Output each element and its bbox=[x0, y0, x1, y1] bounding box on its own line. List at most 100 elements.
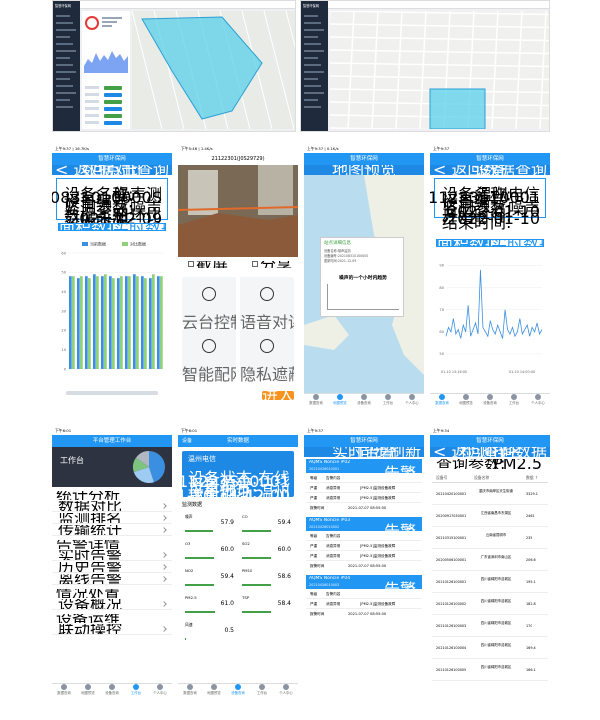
tab-label[interactable]: 个人中心 bbox=[279, 691, 293, 695]
tab-icon bbox=[337, 394, 343, 400]
tab-label[interactable]: 地图预览 bbox=[333, 401, 347, 405]
field-label: 设备编号: bbox=[188, 476, 258, 495]
menu-item[interactable]: 离线告警 bbox=[52, 574, 172, 585]
action-link[interactable]: 点击查询 bbox=[104, 165, 169, 175]
field-value: 2022-01-10 14:42:00 bbox=[178, 486, 290, 505]
action-link[interactable]: 同步刷新 bbox=[356, 447, 421, 457]
back-button[interactable]: < 返回 bbox=[433, 447, 484, 457]
header: 智慧环保网 bbox=[430, 435, 550, 447]
bar bbox=[149, 278, 152, 369]
bar bbox=[157, 276, 160, 369]
tab-label[interactable]: 数据查询 bbox=[435, 401, 449, 405]
gauge bbox=[85, 16, 99, 30]
chart bbox=[178, 165, 298, 257]
alarm-name: AQMS Noncie #02 bbox=[309, 460, 351, 465]
chart bbox=[330, 11, 549, 129]
tab-label[interactable]: 工作台 bbox=[508, 401, 520, 405]
y-tick-label: 50 bbox=[439, 352, 444, 356]
table-row bbox=[432, 594, 548, 615]
menu-item[interactable]: 历史告警 bbox=[52, 562, 172, 573]
tab-label[interactable]: 设备查询 bbox=[357, 401, 371, 405]
control-tile[interactable] bbox=[240, 329, 294, 377]
menu-item[interactable]: 联动操控 bbox=[52, 624, 172, 635]
toggle-button[interactable]: 实时数据 bbox=[112, 223, 166, 231]
tab-label[interactable]: 设备查询 bbox=[231, 691, 245, 695]
tab-label[interactable]: 设备查询 bbox=[483, 401, 497, 405]
table-cell: 20200917030001 bbox=[436, 514, 467, 518]
section-title: 告警详情 bbox=[56, 540, 172, 549]
tab-label[interactable]: 地图预览 bbox=[207, 691, 221, 695]
tab-icon bbox=[535, 394, 541, 400]
action-link[interactable]: 查询数据 bbox=[482, 447, 547, 457]
menu-item bbox=[304, 22, 321, 24]
road bbox=[347, 11, 355, 129]
alarm-cell: 报警时间 bbox=[310, 612, 325, 616]
road bbox=[330, 75, 549, 81]
control-icon bbox=[260, 339, 274, 353]
status-row bbox=[85, 107, 99, 110]
tab-label[interactable]: 个人中心 bbox=[153, 691, 167, 695]
tab-label[interactable]: 个人中心 bbox=[405, 401, 419, 405]
tab-label[interactable]: 数据查询 bbox=[57, 691, 71, 695]
tab-label[interactable]: 地图预览 bbox=[81, 691, 95, 695]
excavation bbox=[178, 213, 298, 257]
legend-swatch bbox=[122, 242, 128, 246]
y-tick-label: 0 bbox=[64, 367, 67, 371]
toggle-button[interactable]: 实时数据 bbox=[490, 239, 544, 247]
back-button[interactable]: < 返回 bbox=[433, 165, 484, 175]
action-icon bbox=[188, 261, 194, 267]
stats-panel bbox=[82, 11, 130, 129]
tab-label[interactable]: 数据查询 bbox=[183, 691, 197, 695]
tab-label[interactable]: 地图预览 bbox=[459, 401, 473, 405]
action-link[interactable]: 数据查询 bbox=[482, 165, 547, 175]
status-row bbox=[85, 114, 99, 117]
road bbox=[132, 11, 163, 129]
status-row bbox=[85, 93, 99, 96]
query-label: 查询参数: bbox=[436, 459, 506, 469]
menu-item[interactable]: 实时告警 bbox=[52, 550, 172, 561]
menu-item[interactable]: 监测排名 bbox=[52, 513, 172, 524]
menu-item[interactable]: 传输统计 bbox=[52, 525, 172, 536]
tab-label[interactable]: 工作台 bbox=[382, 401, 394, 405]
pie-slice bbox=[133, 467, 154, 483]
control-tile[interactable] bbox=[182, 329, 236, 377]
control-tile[interactable] bbox=[182, 277, 236, 325]
tab-label[interactable]: 数据查询 bbox=[309, 401, 323, 405]
popup-line: 更新时间:2021-12-09 bbox=[324, 259, 357, 263]
action-label[interactable]: 分享 bbox=[260, 261, 292, 268]
tab-label[interactable]: 工作台 bbox=[256, 691, 268, 695]
metric-label: CO bbox=[242, 514, 248, 519]
tab-icon bbox=[133, 684, 139, 690]
metric-label: SO2 bbox=[242, 541, 250, 546]
tab-icon bbox=[463, 394, 469, 400]
bar bbox=[120, 276, 123, 369]
toggle-button[interactable]: 面积数据 bbox=[58, 223, 112, 231]
legend-label: 对比数据 bbox=[130, 241, 146, 247]
field-label: 更新时间: bbox=[188, 490, 258, 509]
control-tile[interactable] bbox=[240, 277, 294, 325]
toggle-button[interactable]: 面积数据 bbox=[436, 239, 490, 247]
alarm-cell: 等级 bbox=[310, 476, 318, 480]
alarm-row bbox=[306, 474, 422, 483]
land bbox=[304, 315, 349, 350]
menu-item bbox=[56, 29, 76, 31]
alarm-cell: 等级 bbox=[310, 534, 318, 538]
tab-label[interactable]: 个人中心 bbox=[531, 401, 545, 405]
menu-item[interactable]: 设备概况 bbox=[52, 599, 172, 610]
alarm-cell: [PM2.5]监测设备故障 bbox=[360, 496, 396, 500]
back-button[interactable]: < 返回 bbox=[55, 165, 106, 175]
playback-button[interactable]: 进入回放 bbox=[262, 391, 294, 400]
action-label[interactable]: 截屏 bbox=[196, 261, 228, 268]
tab-label[interactable]: 工作台 bbox=[130, 691, 142, 695]
tab-label[interactable]: 设备查询 bbox=[105, 691, 119, 695]
table-cell: 广东省深圳市南山区 bbox=[480, 555, 512, 559]
query-value: PM2.5 bbox=[493, 459, 542, 469]
field-value: 噪声测 bbox=[113, 185, 162, 204]
tab-icon bbox=[409, 394, 415, 400]
tab-title: 实时告警 bbox=[331, 447, 396, 457]
menu-item[interactable]: 数据对比 bbox=[52, 501, 172, 512]
field-label: 结束时间: bbox=[442, 213, 512, 232]
table-cell: 182.8 bbox=[526, 602, 536, 606]
